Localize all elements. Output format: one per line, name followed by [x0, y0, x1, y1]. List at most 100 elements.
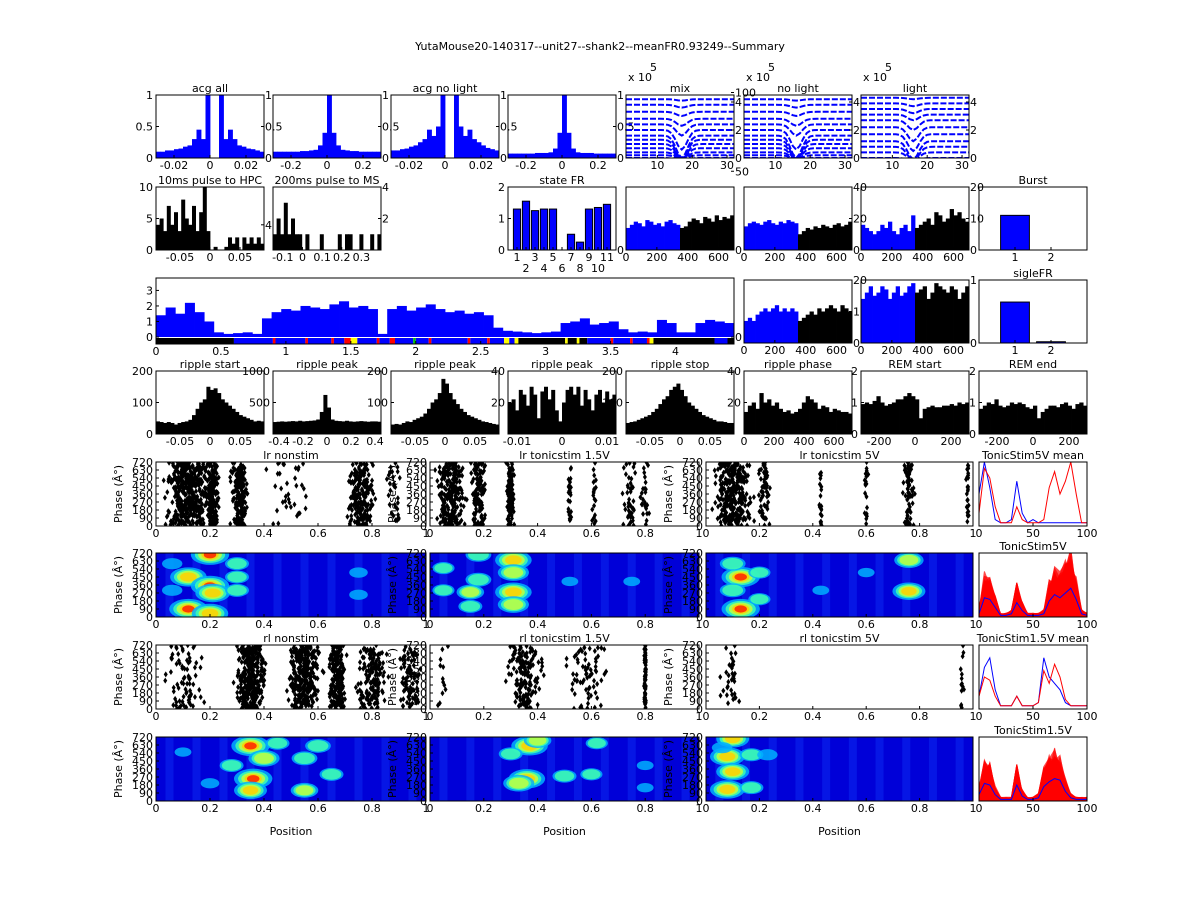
y-tick-label: 0.5 — [136, 121, 154, 134]
x-tick-label: 0 — [299, 251, 306, 264]
spike-marker — [567, 515, 572, 522]
bar — [1056, 407, 1061, 434]
bar — [196, 129, 202, 158]
x-tick-label: 0 — [912, 435, 919, 448]
y-tick-label: 90 — [413, 603, 427, 616]
heatmap-band — [715, 553, 724, 617]
spike-marker — [244, 480, 249, 487]
bar — [256, 237, 261, 250]
spike-marker — [382, 697, 387, 704]
spike-marker — [212, 520, 217, 526]
bar — [825, 407, 830, 434]
bar — [558, 421, 563, 434]
spike-marker — [818, 492, 823, 499]
spike-marker — [592, 502, 597, 509]
spike-marker — [183, 491, 188, 498]
spike-marker — [246, 676, 251, 683]
spike-marker — [505, 491, 510, 498]
bar — [699, 223, 704, 250]
spike-marker — [412, 675, 417, 682]
spike-marker — [728, 501, 733, 508]
x-tick-label: -200 — [985, 435, 1010, 448]
bar — [377, 421, 381, 434]
bar — [961, 292, 966, 343]
plot-area — [861, 209, 969, 250]
state-segment — [415, 338, 429, 344]
bar — [283, 202, 288, 250]
y-tick-label: 540 — [406, 472, 427, 485]
y-tick-label: 40 — [491, 365, 505, 378]
heatmap-band — [381, 553, 390, 617]
spike-marker — [623, 471, 628, 478]
bar — [926, 407, 931, 434]
spike-marker — [459, 517, 464, 524]
spike-marker — [334, 650, 339, 657]
plot-area — [273, 95, 381, 158]
bar — [228, 237, 232, 250]
x-tick-label: 0.5 — [212, 345, 230, 358]
bar — [915, 227, 920, 250]
axis-exponent: 5 — [650, 61, 657, 74]
spike-marker — [539, 656, 544, 663]
bar — [205, 95, 211, 158]
y-tick-label: 0 — [735, 152, 742, 165]
spike-marker — [477, 504, 482, 511]
x-tick-label: -0.2 — [280, 159, 301, 172]
spike-marker — [184, 496, 189, 503]
spike-marker — [361, 516, 366, 523]
panel-title: light — [903, 82, 928, 95]
spike-marker — [301, 462, 306, 467]
spike-marker — [767, 521, 772, 526]
bar — [895, 234, 900, 250]
x-tick-label: 5 — [550, 251, 557, 264]
bar — [202, 187, 207, 250]
spike-marker — [246, 662, 251, 669]
spike-marker — [439, 481, 444, 488]
bar — [322, 132, 328, 158]
spike-marker — [508, 482, 513, 489]
plot-area — [979, 462, 1087, 524]
spike-marker — [190, 517, 195, 524]
bar — [656, 319, 667, 337]
bar — [539, 208, 549, 250]
spike-marker — [478, 470, 483, 477]
spike-marker — [187, 680, 192, 687]
spike-marker — [293, 691, 298, 698]
bar — [377, 333, 388, 337]
bar — [280, 421, 285, 434]
x-tick-label: 7 — [568, 251, 575, 264]
x-tick-label: 2 — [523, 262, 530, 275]
x-tick-label: 0 — [559, 159, 566, 172]
spike-marker — [965, 497, 970, 504]
plot-area — [861, 96, 969, 158]
x-tick-label: 0 — [623, 251, 630, 264]
heatmap-hotspot — [722, 557, 744, 570]
bar — [836, 410, 841, 434]
spike-marker — [819, 503, 824, 510]
x-tick-label: 0 — [858, 344, 865, 357]
y-tick-label: 20 — [727, 397, 741, 410]
y-tick-label: 270 — [132, 679, 153, 692]
plot-area — [273, 394, 381, 434]
bar — [345, 234, 349, 250]
state-segment — [565, 338, 568, 344]
bar — [965, 286, 969, 343]
x-tick-label: 1 — [1012, 251, 1019, 264]
spike-marker — [228, 478, 233, 485]
spike-marker — [287, 499, 292, 506]
spike-marker — [459, 487, 464, 494]
x-tick-label: 6 — [559, 262, 566, 275]
spike-marker — [408, 684, 413, 691]
bar — [271, 312, 282, 337]
spike-marker — [712, 467, 717, 474]
spike-marker — [717, 462, 722, 468]
bar — [466, 415, 471, 434]
bar — [483, 315, 494, 337]
spike-marker — [965, 512, 970, 519]
y-tick-label: 360 — [682, 488, 703, 501]
y-tick-label: 90 — [689, 512, 703, 525]
x-tick-label: 200 — [646, 251, 667, 264]
bar — [419, 416, 424, 434]
